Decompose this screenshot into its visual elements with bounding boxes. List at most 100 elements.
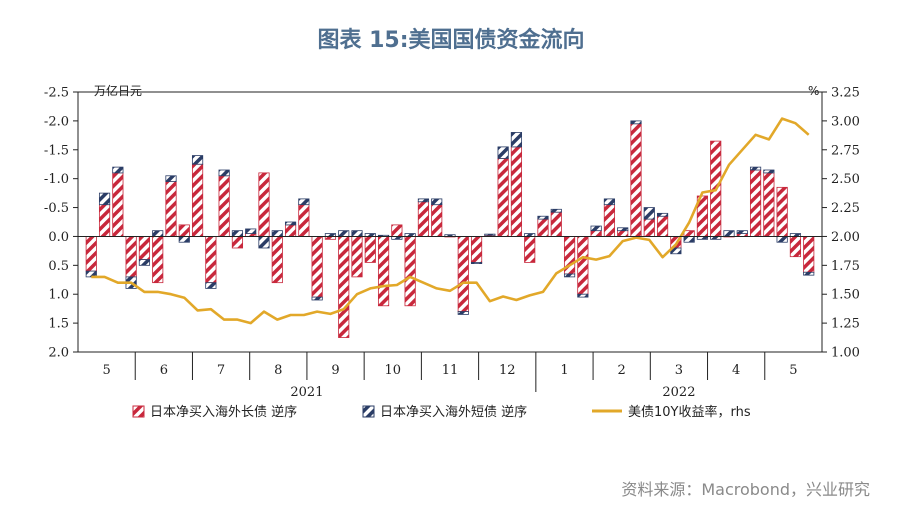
month-tick-label: 12	[499, 363, 516, 378]
long-bond-bar	[431, 204, 443, 237]
long-bond-bar	[630, 123, 642, 237]
right-tick-label: 1.50	[831, 288, 860, 303]
long-bond-bar	[470, 236, 483, 263]
month-tick-label: 8	[274, 363, 282, 378]
month-tick-label: 5	[102, 363, 110, 378]
long-bond-bar	[138, 236, 151, 260]
long-bond-bar	[537, 218, 549, 237]
month-tick-label: 2	[618, 363, 626, 378]
legend-label-yield: 美债10Y收益率，rhs	[628, 404, 751, 420]
right-tick-label: 1.75	[831, 259, 860, 274]
short-bond-bar	[656, 212, 669, 217]
long-bond-bar	[364, 236, 376, 263]
long-bond-bar	[789, 236, 802, 258]
short-bond-bar	[484, 233, 496, 236]
short-bond-bar	[563, 273, 576, 278]
right-tick-label: 1.00	[831, 346, 860, 361]
left-tick-label: -2.0	[44, 114, 69, 129]
long-bond-bar	[497, 158, 509, 237]
long-bond-bar	[165, 181, 177, 237]
short-bond-bar	[165, 175, 177, 182]
long-bond-bar	[524, 236, 536, 263]
short-bond-bar	[271, 230, 283, 237]
short-bond-bar	[417, 198, 430, 203]
long-bond-bar	[577, 236, 589, 295]
short-bond-bar	[510, 132, 523, 148]
long-bond-bar	[191, 163, 204, 237]
short-bond-bar	[205, 282, 217, 289]
long-bond-bar	[178, 224, 190, 237]
left-tick-label: -1.0	[44, 172, 69, 187]
long-bond-bar	[98, 204, 111, 237]
short-bond-bar	[630, 120, 642, 125]
short-bond-bar	[178, 236, 190, 243]
long-bond-bar	[763, 172, 775, 237]
long-bond-bar	[298, 204, 310, 237]
year-label-2021: 2021	[290, 385, 323, 400]
left-tick-label: 0.5	[48, 259, 69, 274]
short-bond-bar	[218, 169, 230, 177]
long-bond-bar	[656, 215, 669, 237]
long-bond-bar	[218, 175, 230, 237]
right-tick-label: 2.25	[831, 201, 860, 216]
short-bond-bar	[577, 293, 589, 298]
long-bond-bar	[550, 211, 562, 237]
short-bond-bar	[643, 207, 655, 220]
short-bond-bar	[431, 198, 443, 206]
short-bond-bar	[723, 230, 735, 237]
short-bond-bar	[776, 236, 788, 243]
short-bond-bar	[85, 270, 97, 278]
short-bond-bar	[231, 230, 244, 237]
short-bond-bar	[537, 215, 549, 220]
short-bond-bar	[457, 311, 469, 315]
short-bond-bar	[590, 225, 602, 232]
short-bond-bar	[152, 230, 164, 237]
short-bond-bar	[245, 228, 257, 234]
left-tick-label: -0.5	[44, 201, 69, 216]
short-bond-bar	[311, 296, 323, 301]
month-tick-label: 6	[160, 363, 168, 378]
short-bond-bar	[736, 230, 748, 234]
left-tick-label: 2.0	[48, 346, 69, 361]
long-bond-bar	[643, 218, 655, 237]
plot-frame	[77, 91, 823, 353]
long-bond-bar	[85, 236, 97, 272]
right-tick-label: 1.25	[831, 317, 860, 332]
long-bond-bar	[749, 169, 762, 237]
long-bond-bar	[510, 146, 523, 237]
short-bond-bar	[298, 198, 310, 206]
month-tick-label: 9	[331, 363, 339, 378]
long-bond-bar	[152, 236, 164, 284]
long-bond-bar	[231, 236, 244, 249]
short-bond-bar	[763, 169, 775, 174]
long-bond-bar	[377, 236, 390, 307]
short-bond-bar	[550, 208, 562, 213]
left-axis-unit: 万亿日元	[94, 83, 142, 98]
right-tick-label: 3.25	[831, 86, 860, 101]
left-tick-label: -1.5	[44, 143, 69, 158]
source-note: 资料来源：Macrobond，兴业研究	[621, 480, 870, 499]
legend: 日本净买入海外长债 逆序 日本净买入海外短债 逆序 美债10Y收益率，rhs	[132, 404, 751, 420]
long-bond-bar	[803, 236, 815, 273]
short-bond-bar	[617, 227, 629, 232]
month-tick-label: 4	[732, 363, 740, 378]
long-bond-bar	[603, 204, 616, 237]
left-tick-label: 1.0	[48, 288, 69, 303]
legend-swatch-short-bond	[362, 405, 375, 418]
short-bond-bar	[338, 230, 350, 237]
short-bond-bar	[112, 166, 124, 174]
long-bond-bar	[391, 224, 403, 237]
long-bond-bar	[617, 230, 629, 237]
month-tick-label: 10	[384, 363, 401, 378]
short-bond-bar	[749, 166, 762, 171]
legend-label-long-bond: 日本净买入海外长债 逆序	[150, 404, 297, 420]
short-bond-bar	[497, 146, 509, 159]
long-bond-bar	[776, 186, 788, 237]
short-bond-bar	[258, 236, 270, 249]
month-tick-label: 1	[560, 363, 568, 378]
short-bond-bar	[683, 236, 695, 243]
right-axis-unit: %	[808, 84, 819, 98]
short-bond-bar	[351, 230, 363, 237]
short-bond-bar	[803, 271, 815, 276]
